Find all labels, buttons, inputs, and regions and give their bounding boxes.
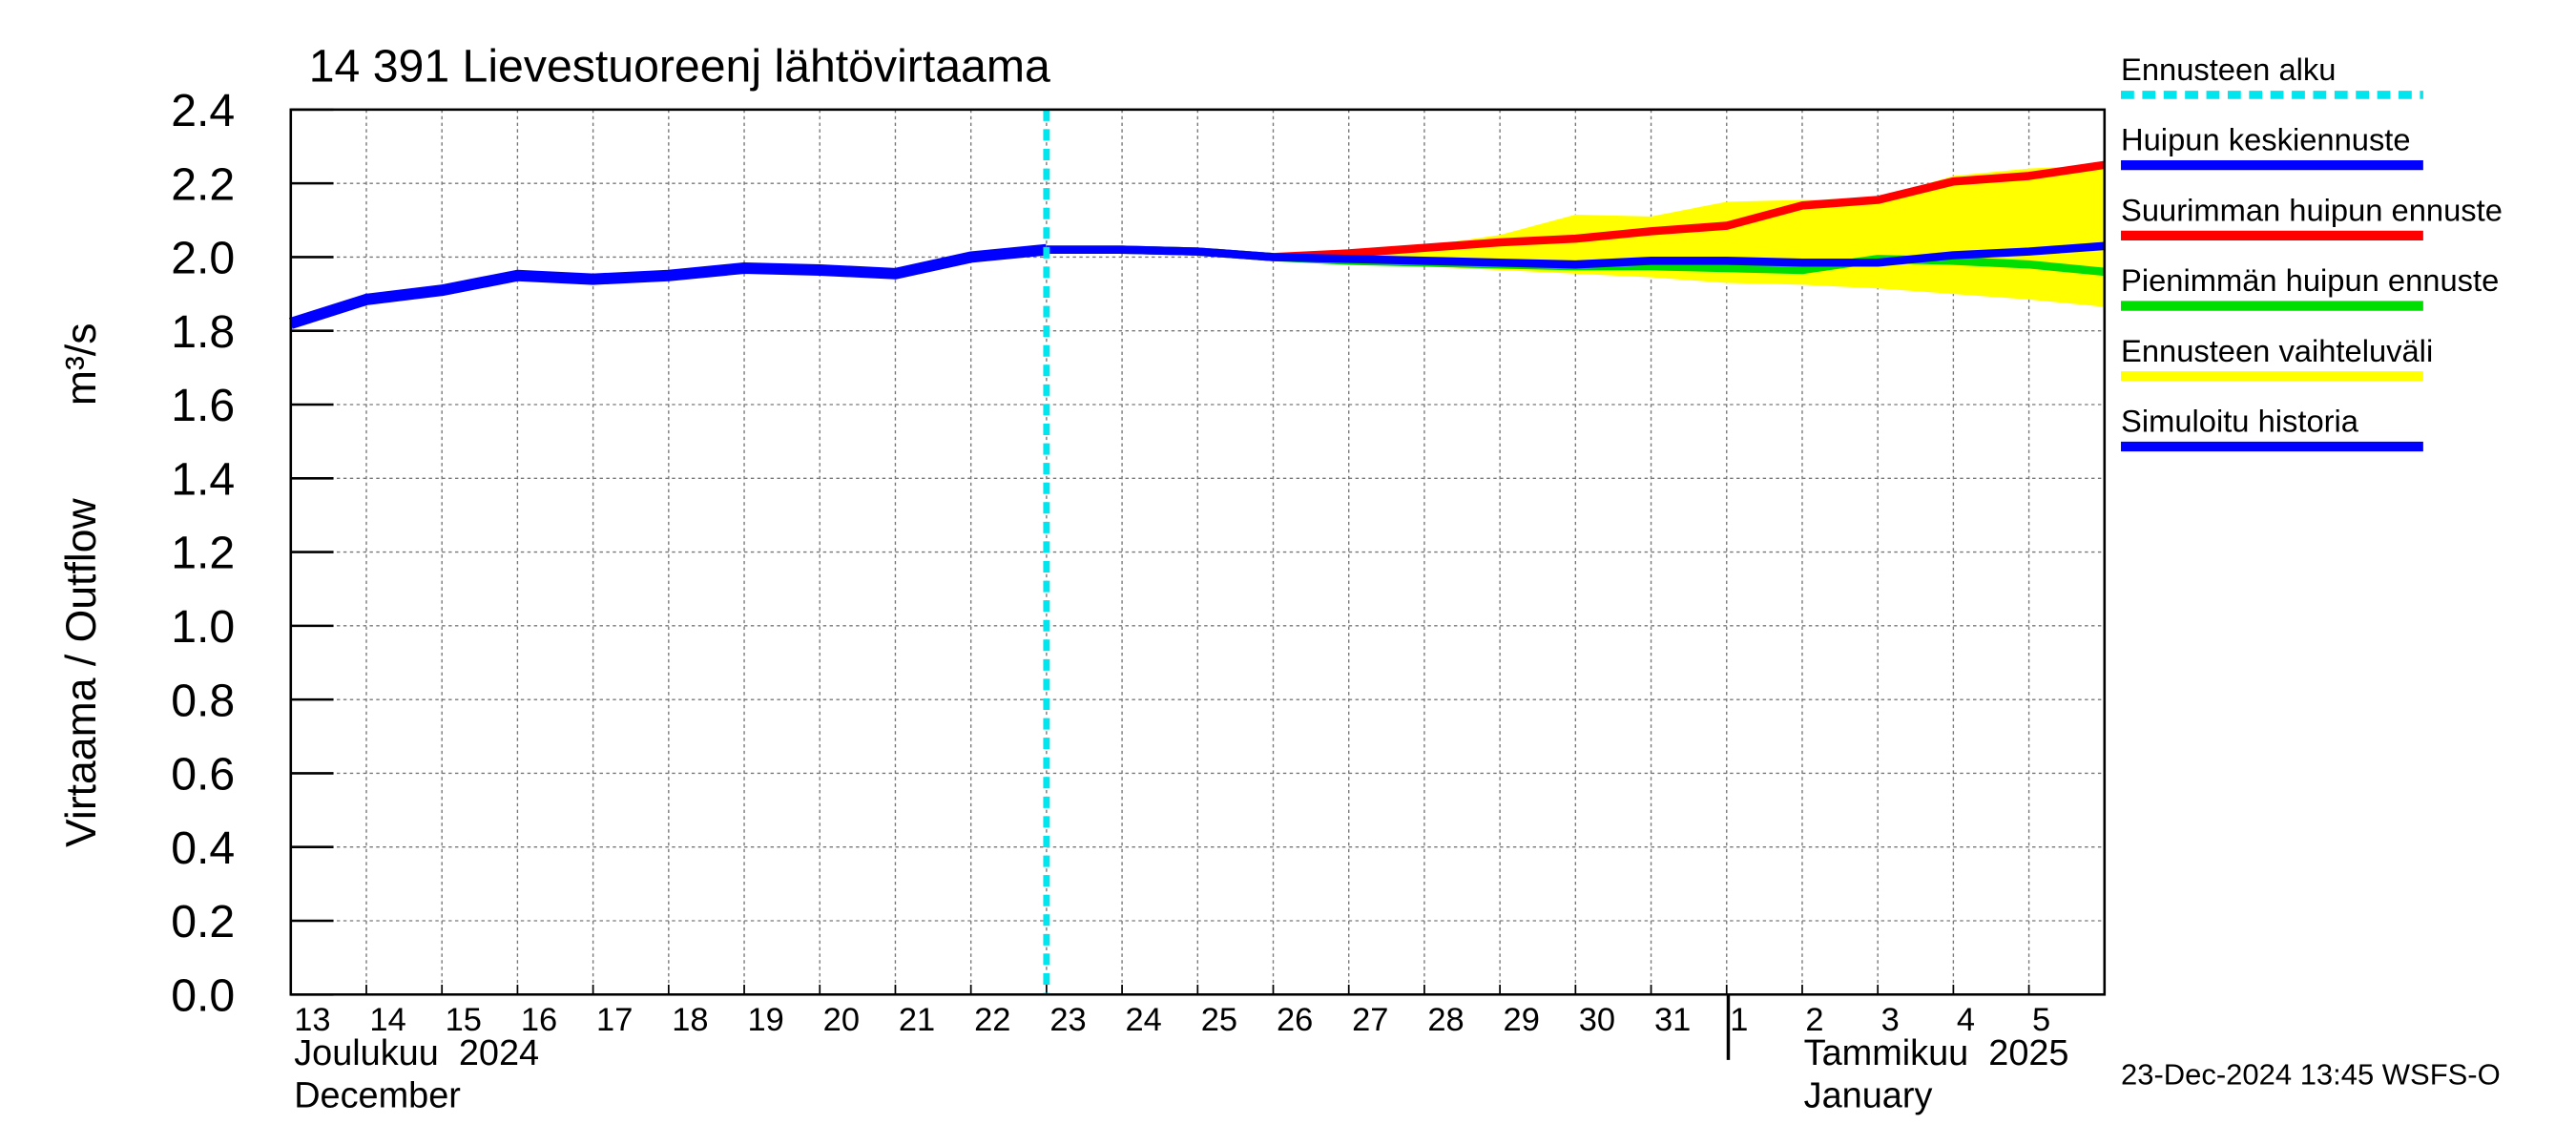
x-tick-label: 31 — [1654, 1002, 1691, 1038]
y-tick-label: 2.2 — [171, 158, 235, 210]
y-axis-unit: m³/s — [58, 323, 105, 406]
x-tick-label: 3 — [1881, 1002, 1900, 1038]
x-tick-label: 4 — [1957, 1002, 1975, 1038]
legend: Ennusteen alku Huipun keskiennuste Suurimm… — [2121, 52, 2503, 452]
y-tick-label: 1.4 — [171, 454, 235, 506]
x-tick-label: 2 — [1805, 1002, 1823, 1038]
y-tick-label: 0.6 — [171, 749, 235, 801]
x-tick-label: 30 — [1579, 1002, 1615, 1038]
x-tick-label: 19 — [747, 1002, 783, 1038]
x-tick-label: 27 — [1352, 1002, 1388, 1038]
month-label: Tammikuu 2025 — [1804, 1033, 2069, 1073]
y-tick-label: 1.6 — [171, 380, 235, 431]
legend-label: Huipun keskiennuste — [2121, 122, 2411, 157]
y-tick-label: 0.8 — [171, 675, 235, 726]
y-tick-label: 2.4 — [171, 85, 235, 136]
x-tick-label: 21 — [899, 1002, 935, 1038]
x-tick-label: 23 — [1049, 1002, 1086, 1038]
y-axis-label: Virtaama / Outflow — [58, 498, 105, 847]
x-tick-label: 15 — [446, 1002, 482, 1038]
month-label: December — [294, 1076, 461, 1116]
x-tick-label: 22 — [974, 1002, 1010, 1038]
plot — [288, 109, 2106, 995]
timestamp: 23-Dec-2024 13:45 WSFS-O — [2121, 1058, 2501, 1092]
legend-label: Suurimman huipun ennuste — [2121, 192, 2503, 227]
plot-frame — [289, 108, 2107, 996]
y-tick-label: 0.4 — [171, 822, 235, 874]
y-tick-label: 1.0 — [171, 601, 235, 653]
series-line — [288, 243, 1048, 329]
x-tick-label: 1 — [1730, 1002, 1748, 1038]
x-tick-label: 29 — [1504, 1002, 1540, 1038]
legend-label: Ennusteen alku — [2121, 52, 2336, 87]
y-tick-label: 0.2 — [171, 896, 235, 947]
x-tick-label: 25 — [1201, 1002, 1237, 1038]
month-label: Joulukuu 2024 — [294, 1033, 539, 1073]
x-tick-label: 26 — [1277, 1002, 1313, 1038]
legend-label: Pienimmän huipun ennuste — [2121, 262, 2499, 298]
y-tick-label: 1.2 — [171, 528, 235, 579]
x-tick-label: 16 — [521, 1002, 557, 1038]
y-tick-label: 0.0 — [171, 970, 235, 1022]
y-tick-label: 2.0 — [171, 233, 235, 284]
chart-title: 14 391 Lievestuoreenj lähtövirtaama — [309, 41, 1050, 93]
y-tick-label: 1.8 — [171, 306, 235, 358]
series-line — [1046, 241, 2106, 269]
month-label: January — [1804, 1076, 1933, 1116]
x-tick-label: 28 — [1427, 1002, 1464, 1038]
legend-label: Simuloitu historia — [2121, 404, 2359, 439]
x-tick-label: 14 — [369, 1002, 405, 1038]
x-tick-label: 18 — [672, 1002, 708, 1038]
x-tick-label: 24 — [1126, 1002, 1162, 1038]
x-tick-label: 13 — [294, 1002, 330, 1038]
x-tick-label: 5 — [2032, 1002, 2050, 1038]
legend-label: Ennusteen vaihteluväli — [2121, 333, 2433, 368]
x-tick-label: 17 — [596, 1002, 633, 1038]
x-tick-label: 20 — [823, 1002, 860, 1038]
